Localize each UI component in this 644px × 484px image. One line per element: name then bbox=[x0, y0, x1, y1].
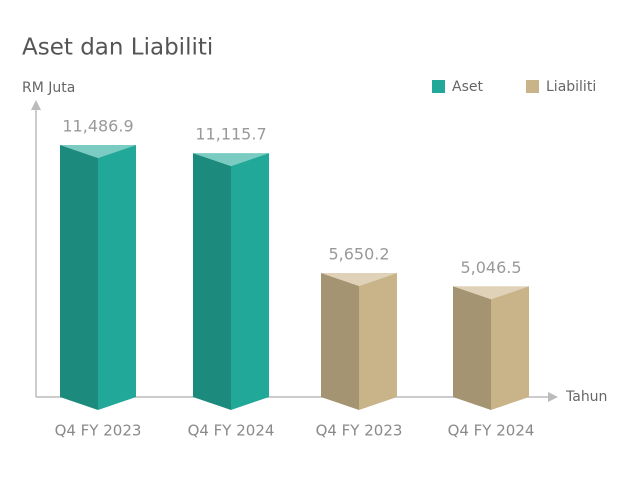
value-label: 5,650.2 bbox=[328, 245, 389, 264]
x-tick-label: Q4 FY 2024 bbox=[448, 422, 535, 440]
x-axis-label: Tahun bbox=[565, 389, 607, 405]
bar-right-face bbox=[359, 273, 397, 410]
bar-left-face bbox=[60, 145, 98, 410]
bar-left-face bbox=[193, 153, 231, 410]
bar-right-face bbox=[491, 286, 529, 410]
legend-swatch bbox=[432, 80, 445, 93]
y-axis-arrow bbox=[31, 100, 41, 110]
bar-right-face bbox=[231, 153, 269, 410]
value-label: 11,486.9 bbox=[62, 117, 133, 136]
bar-top-face bbox=[321, 273, 397, 287]
value-label: 11,115.7 bbox=[195, 125, 266, 144]
bar-left-face bbox=[321, 273, 359, 410]
x-tick-label: Q4 FY 2023 bbox=[55, 422, 142, 440]
bar-top-face bbox=[193, 153, 269, 167]
x-tick-label: Q4 FY 2023 bbox=[316, 422, 403, 440]
x-tick-label: Q4 FY 2024 bbox=[188, 422, 275, 440]
bar-left-face bbox=[453, 286, 491, 410]
chart-title: Aset dan Liabiliti bbox=[22, 35, 213, 61]
legend-label: Liabiliti bbox=[546, 79, 596, 95]
bar-right-face bbox=[98, 145, 136, 410]
legend-label: Aset bbox=[452, 79, 483, 95]
bar-top-face bbox=[60, 145, 136, 158]
legend-swatch bbox=[526, 80, 539, 93]
y-axis-label: RM Juta bbox=[22, 80, 75, 96]
x-axis-arrow bbox=[548, 392, 558, 402]
bar-top-face bbox=[453, 286, 529, 300]
value-label: 5,046.5 bbox=[460, 258, 521, 277]
